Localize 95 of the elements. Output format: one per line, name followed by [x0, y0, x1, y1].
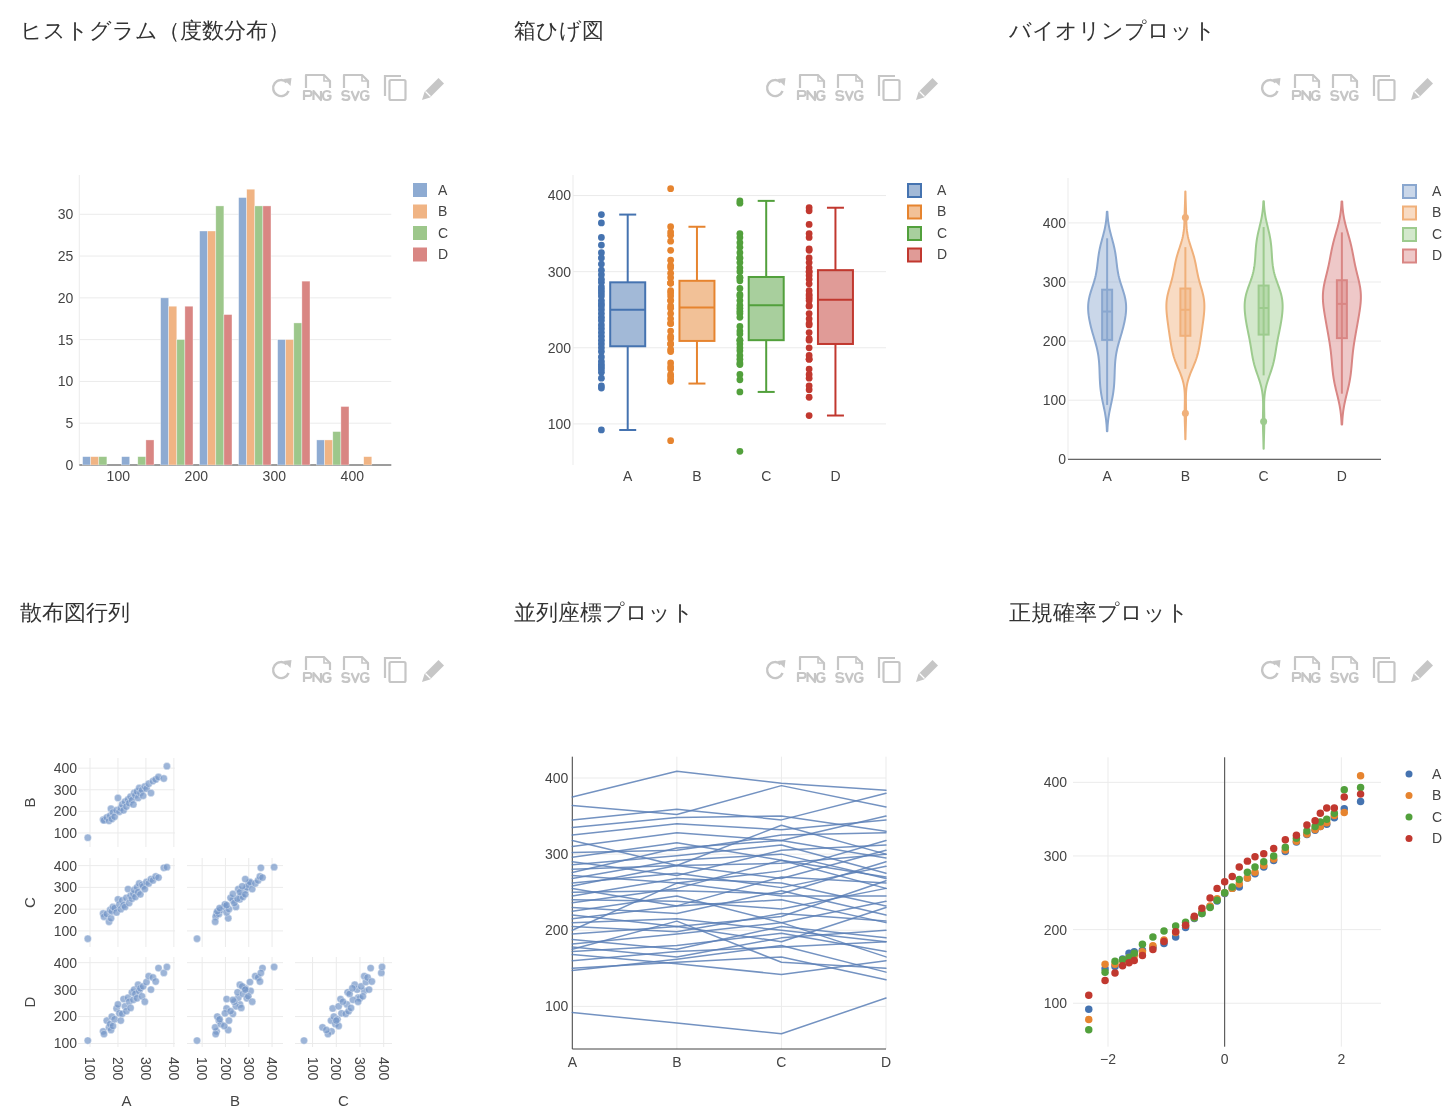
y-axis-title: B: [21, 797, 39, 808]
legend-label: A: [1432, 765, 1442, 782]
x-tick-label: 200: [217, 1057, 234, 1081]
y-axis-title: C: [21, 896, 39, 908]
y-tick-label: 30: [57, 206, 74, 223]
legend-label: A: [937, 181, 947, 198]
x-tick-label: 0: [1220, 1050, 1229, 1067]
legend-label: B: [438, 203, 448, 220]
x-axis-title: A: [121, 1092, 132, 1110]
legend-label: C: [937, 224, 948, 241]
y-tick-label: 400: [53, 760, 78, 777]
legend-label: D: [1432, 247, 1443, 264]
x-tick-label: 300: [240, 1057, 257, 1081]
x-tick-label: 400: [165, 1057, 182, 1081]
y-tick-label: 400: [53, 954, 78, 971]
legend-label: B: [1432, 787, 1442, 804]
y-axis-title: D: [21, 996, 39, 1008]
x-tick-label: 300: [138, 1057, 155, 1081]
x-tick-label: D: [1336, 468, 1347, 485]
x-tick-label: 400: [375, 1057, 392, 1081]
y-tick-label: 200: [1043, 921, 1068, 938]
y-tick-label: 100: [53, 1035, 78, 1052]
y-tick-label: 400: [547, 187, 572, 204]
y-tick-label: 200: [544, 922, 569, 939]
y-tick-label: 300: [544, 846, 569, 863]
y-tick-label: 300: [53, 879, 78, 896]
chart-title: 散布図行列: [20, 600, 130, 625]
y-tick-label: 200: [53, 1008, 78, 1025]
x-tick-label: 100: [304, 1057, 321, 1081]
y-tick-label: 300: [1042, 273, 1067, 290]
x-tick-label: A: [567, 1053, 578, 1070]
x-tick-label: D: [830, 467, 841, 484]
y-tick-label: 300: [547, 263, 572, 280]
x-tick-label: 2: [1337, 1050, 1346, 1067]
y-tick-label: 0: [1058, 451, 1067, 468]
y-tick-label: 400: [1043, 774, 1068, 791]
x-axis-title: C: [338, 1092, 350, 1110]
chart-title: バイオリンプロット: [1008, 18, 1216, 43]
x-tick-label: 200: [184, 467, 209, 484]
legend-label: D: [937, 246, 948, 263]
legend-label: D: [438, 246, 449, 263]
y-tick-label: 25: [57, 247, 74, 264]
x-tick-label: D: [880, 1053, 892, 1070]
y-tick-label: 400: [53, 857, 78, 874]
chart-title: ヒストグラム（度数分布）: [20, 18, 290, 43]
legend-label: C: [438, 224, 449, 241]
x-tick-label: C: [776, 1053, 787, 1070]
y-tick-label: 100: [1042, 392, 1067, 409]
x-tick-label: 100: [82, 1057, 99, 1081]
y-tick-label: 300: [53, 781, 78, 798]
y-tick-label: 200: [1042, 333, 1067, 350]
x-tick-label: 400: [340, 467, 365, 484]
x-tick-label: A: [1102, 468, 1113, 485]
y-tick-label: 15: [57, 331, 74, 348]
legend-label: A: [438, 181, 448, 198]
x-tick-label: −2: [1100, 1050, 1117, 1067]
chart-title: 正規確率プロット: [1009, 600, 1189, 625]
x-tick-label: 400: [264, 1057, 281, 1081]
y-tick-label: 100: [53, 922, 78, 939]
y-tick-label: 5: [65, 415, 74, 432]
y-tick-label: 10: [57, 373, 74, 390]
x-tick-label: C: [761, 467, 772, 484]
x-tick-label: B: [1180, 468, 1191, 485]
legend-label: C: [1432, 808, 1443, 825]
y-tick-label: 200: [53, 803, 78, 820]
x-tick-label: B: [692, 467, 702, 484]
x-axis-title: B: [229, 1092, 241, 1110]
x-tick-label: 100: [194, 1057, 211, 1081]
legend-label: B: [937, 203, 947, 220]
y-tick-label: 20: [57, 289, 74, 306]
y-tick-label: 100: [544, 998, 569, 1015]
x-tick-label: 300: [352, 1057, 369, 1081]
y-tick-label: 200: [547, 339, 572, 356]
y-tick-label: 100: [1043, 995, 1068, 1012]
legend-label: B: [1432, 204, 1442, 221]
chart-title: 箱ひげ図: [514, 18, 604, 43]
x-tick-label: 200: [110, 1057, 127, 1081]
x-tick-label: A: [623, 467, 634, 484]
y-tick-label: 300: [1043, 847, 1068, 864]
x-tick-label: 300: [262, 467, 287, 484]
y-tick-label: 400: [1042, 214, 1067, 231]
x-tick-label: C: [1258, 468, 1269, 485]
x-tick-label: 200: [328, 1057, 345, 1081]
legend-label: C: [1432, 225, 1443, 242]
legend-label: A: [1432, 182, 1442, 199]
legend-label: D: [1432, 830, 1443, 847]
x-tick-label: 100: [106, 467, 131, 484]
y-tick-label: 100: [53, 824, 78, 841]
chart-title: 並列座標プロット: [514, 600, 694, 625]
x-tick-label: B: [672, 1053, 682, 1070]
y-tick-label: 200: [53, 901, 78, 918]
y-tick-label: 0: [65, 456, 74, 473]
y-tick-label: 300: [53, 981, 78, 998]
y-tick-label: 400: [544, 769, 569, 786]
y-tick-label: 100: [547, 415, 572, 432]
